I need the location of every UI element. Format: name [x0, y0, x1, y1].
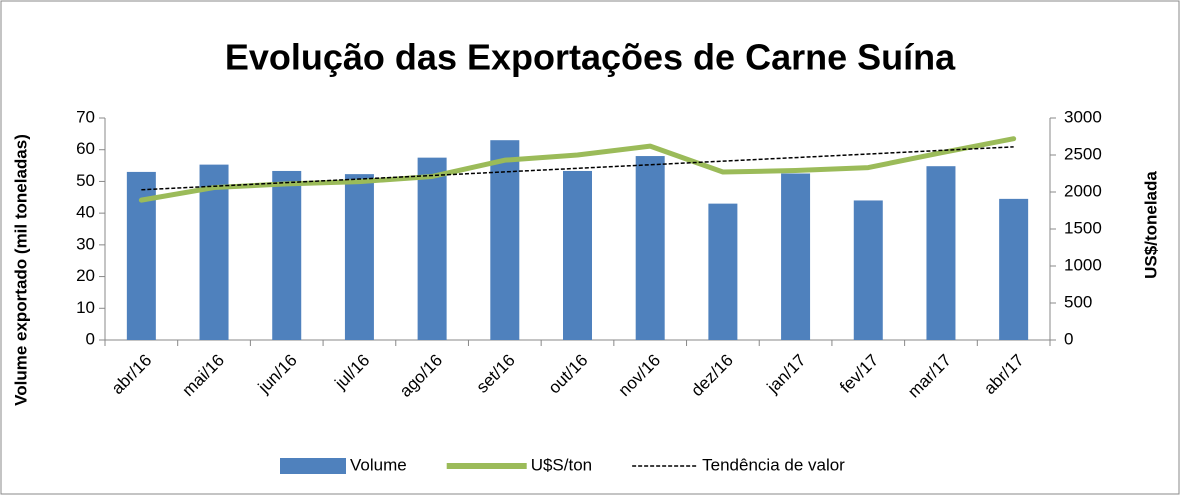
y2-tick-label: 1000: [1064, 255, 1102, 274]
y-tick-label: 0: [86, 329, 95, 348]
bar: [999, 198, 1029, 340]
bar: [853, 200, 883, 340]
y2-tick-label: 2500: [1064, 144, 1102, 163]
y2-tick-label: 0: [1064, 329, 1073, 348]
y-tick-label: 50: [76, 171, 95, 190]
trend-line: [141, 146, 1014, 191]
y2-tick-label: 500: [1064, 292, 1092, 311]
y2-tick-label: 3000: [1064, 107, 1102, 126]
bar: [417, 157, 447, 340]
y2-tick-label: 2000: [1064, 181, 1102, 200]
chart-title: Evolução das Exportações de Carne Suína: [225, 37, 956, 78]
legend-label: Volume: [350, 455, 407, 474]
y-tick-label: 30: [76, 234, 95, 253]
bar: [272, 170, 302, 340]
bar: [926, 166, 956, 340]
legend-label: Tendência de valor: [702, 455, 845, 474]
legend-swatch: [280, 458, 346, 474]
y-axis-title: Volume exportado (mil toneladas): [11, 134, 30, 406]
y-tick-label: 70: [76, 107, 95, 126]
bar: [635, 156, 665, 340]
y2-tick-label: 1500: [1064, 218, 1102, 237]
y-tick-label: 40: [76, 203, 95, 222]
y-tick-label: 20: [76, 266, 95, 285]
y-tick-label: 60: [76, 139, 95, 158]
y-tick-label: 10: [76, 298, 95, 317]
y2-axis-title: US$/tonelada: [1141, 171, 1160, 279]
line: [138, 136, 1017, 203]
legend-label: U$S/ton: [531, 455, 592, 474]
bar: [708, 203, 738, 340]
bar: [563, 170, 592, 340]
bar: [781, 173, 811, 340]
bar: [344, 174, 374, 340]
bar: [490, 140, 520, 340]
bar: [199, 164, 229, 340]
